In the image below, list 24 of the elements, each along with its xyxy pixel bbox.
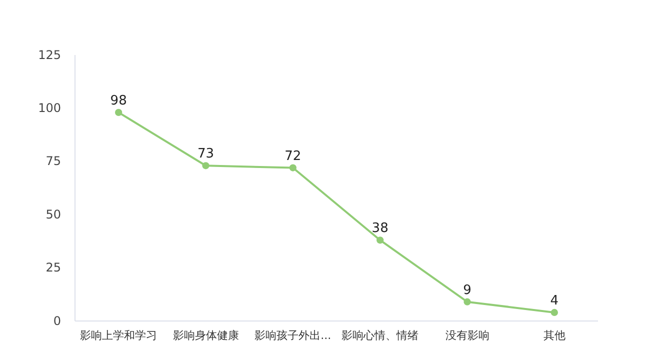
data-label: 38 (372, 221, 388, 236)
point (376, 236, 384, 244)
x-tick-label: 其他 (543, 328, 566, 342)
data-label: 72 (284, 148, 302, 164)
point (550, 308, 558, 316)
data-label: 4 (550, 293, 559, 308)
y-tick-label: 0 (53, 314, 61, 328)
x-tick-label: 影响孩子外出... (254, 328, 332, 342)
y-tick-label: 75 (46, 154, 61, 168)
point (115, 108, 122, 116)
x-tick-label: 影响身体健康 (172, 328, 239, 342)
y-tick-label: 50 (46, 207, 61, 222)
y-tick-label: 25 (46, 260, 61, 275)
data-label: 73 (197, 146, 214, 162)
x-tick-label: 没有影响 (445, 328, 490, 342)
x-tick-label: 影响心情、情绪 (342, 328, 419, 342)
point (202, 162, 210, 170)
point (464, 298, 471, 306)
y-tick-label: 125 (38, 48, 61, 62)
data-label: 98 (110, 93, 127, 108)
point (289, 164, 296, 172)
x-tick-label: 影响上学和学习 (80, 328, 158, 342)
data-label: 9 (463, 282, 472, 298)
y-tick-label: 100 (38, 101, 61, 116)
